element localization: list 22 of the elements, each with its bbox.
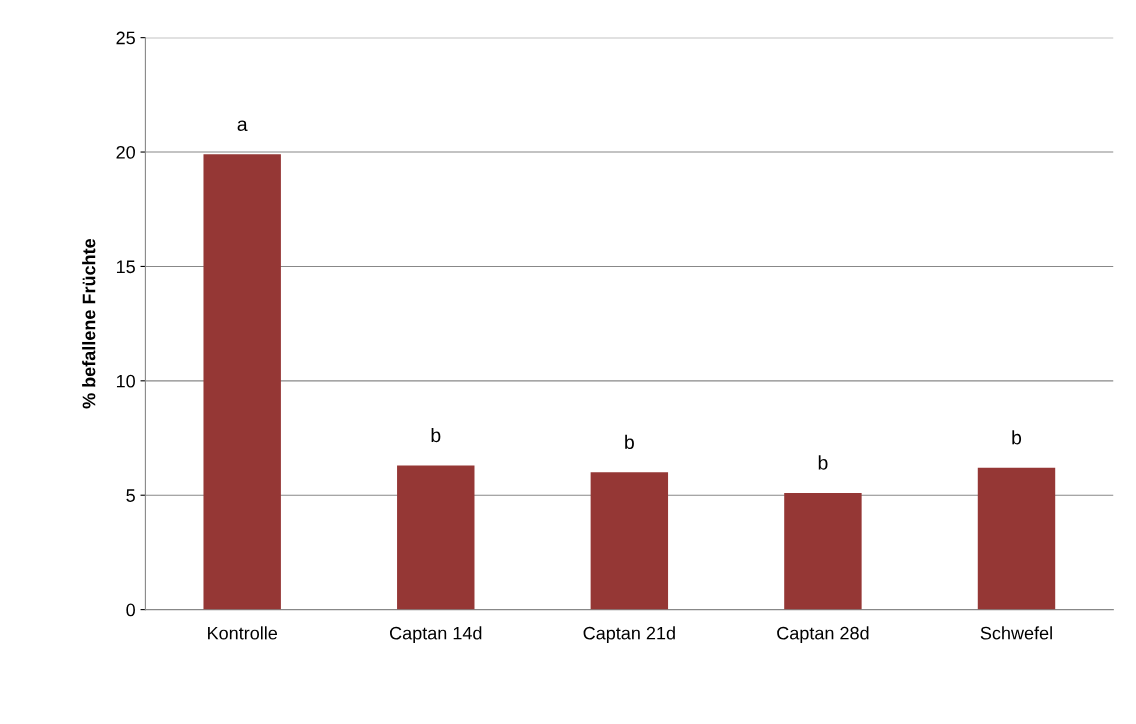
annotation: b [1012,430,1022,445]
annotation: b [818,455,828,470]
x-tick-label: Captan 28d [777,626,869,644]
y-tick-label: 5 [126,489,135,502]
bar [784,492,862,610]
y-tick-label: 15 [116,260,135,274]
x-tick-label: Schwefel [980,626,1052,640]
annotation: b [625,434,634,450]
annotation: b [431,427,441,443]
y-tick-label: 0 [126,603,135,617]
y-tick-label: 10 [116,374,135,388]
bar [977,467,1056,610]
annotation: a [237,120,248,132]
bar [203,154,281,610]
bar [590,472,669,610]
bar [397,465,475,610]
y-tick-label: 25 [116,31,135,45]
y-axis-title: % befallene Früchte [82,238,96,409]
y-tick-label: 20 [116,145,135,159]
x-tick-label: Kontrolle [208,626,278,640]
x-tick-label: Captan 21d [583,626,675,644]
x-tick-label: Captan 14d [390,626,482,644]
